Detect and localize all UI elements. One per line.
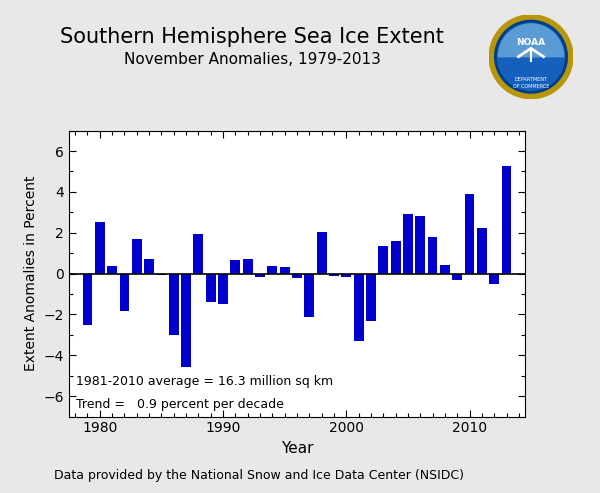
- Bar: [206, 274, 215, 302]
- Y-axis label: Extent Anomalies in Percent: Extent Anomalies in Percent: [24, 176, 38, 371]
- Bar: [391, 241, 401, 274]
- Bar: [268, 266, 277, 274]
- Bar: [477, 228, 487, 274]
- Bar: [132, 239, 142, 274]
- Bar: [353, 274, 364, 341]
- Bar: [119, 274, 130, 312]
- X-axis label: Year: Year: [281, 441, 313, 456]
- Bar: [452, 274, 462, 280]
- Circle shape: [497, 23, 565, 90]
- Bar: [193, 234, 203, 274]
- Text: NOAA: NOAA: [517, 37, 545, 46]
- Wedge shape: [499, 24, 563, 57]
- Bar: [489, 274, 499, 284]
- Bar: [144, 259, 154, 274]
- Bar: [169, 274, 179, 335]
- Bar: [317, 232, 326, 274]
- Bar: [415, 216, 425, 274]
- Text: DEPARTMENT: DEPARTMENT: [515, 77, 548, 82]
- Text: Southern Hemisphere Sea Ice Extent: Southern Hemisphere Sea Ice Extent: [60, 27, 444, 47]
- Bar: [464, 194, 475, 274]
- Bar: [255, 274, 265, 277]
- Text: Data provided by the National Snow and Ice Data Center (NSIDC): Data provided by the National Snow and I…: [54, 469, 464, 482]
- Bar: [304, 274, 314, 317]
- Bar: [428, 237, 437, 274]
- Bar: [95, 221, 105, 274]
- Bar: [243, 259, 253, 274]
- Bar: [230, 260, 241, 274]
- Bar: [107, 266, 117, 274]
- Bar: [329, 274, 339, 276]
- Bar: [366, 274, 376, 320]
- Bar: [292, 274, 302, 278]
- Bar: [440, 265, 450, 274]
- Bar: [280, 268, 290, 274]
- Text: November Anomalies, 1979-2013: November Anomalies, 1979-2013: [124, 52, 380, 67]
- Bar: [379, 246, 388, 274]
- Bar: [341, 274, 351, 277]
- Bar: [181, 274, 191, 367]
- Bar: [502, 167, 511, 274]
- Circle shape: [491, 17, 571, 97]
- Bar: [157, 274, 166, 275]
- Bar: [83, 274, 92, 325]
- Bar: [218, 274, 228, 304]
- Text: 1981-2010 average = 16.3 million sq km: 1981-2010 average = 16.3 million sq km: [76, 375, 333, 388]
- Bar: [403, 214, 413, 274]
- Text: Trend =   0.9 percent per decade: Trend = 0.9 percent per decade: [76, 398, 284, 411]
- Text: OF COMMERCE: OF COMMERCE: [513, 83, 549, 89]
